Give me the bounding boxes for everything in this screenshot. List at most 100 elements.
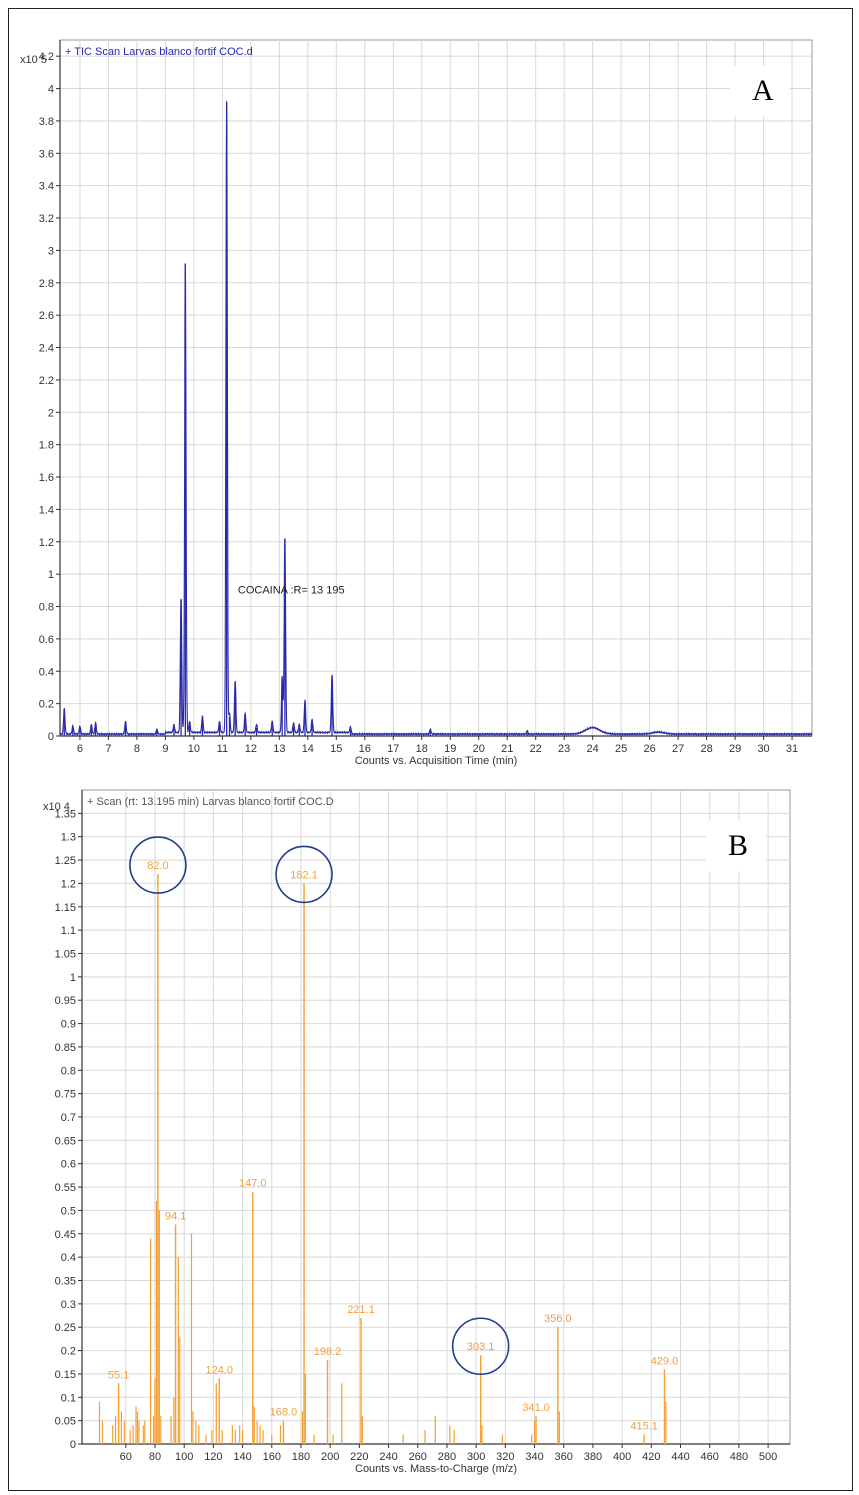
y-tick-label: 0.8 bbox=[39, 602, 54, 614]
y-multiplier: x10 4 bbox=[43, 801, 70, 813]
y-tick-label: 4 bbox=[48, 84, 54, 96]
y-tick-label: 0.35 bbox=[55, 1276, 76, 1288]
x-tick-label: 24 bbox=[587, 743, 599, 755]
peak-label: 124.0 bbox=[205, 1365, 233, 1377]
y-tick-label: 0.2 bbox=[61, 1346, 76, 1358]
y-tick-label: 1 bbox=[70, 972, 76, 984]
y-tick-label: 0.9 bbox=[61, 1019, 76, 1031]
highlight-circle bbox=[451, 1317, 510, 1376]
x-tick-label: 380 bbox=[584, 1451, 602, 1463]
y-tick-label: 0.4 bbox=[39, 666, 54, 678]
y-tick-label: 0.75 bbox=[55, 1089, 76, 1101]
x-tick-label: 7 bbox=[105, 743, 111, 755]
highlight-circle bbox=[129, 836, 187, 894]
x-tick-label: 500 bbox=[759, 1451, 777, 1463]
y-tick-label: 1.15 bbox=[55, 902, 76, 914]
y-tick-label: 3.6 bbox=[39, 148, 54, 160]
y-tick-label: 0.85 bbox=[55, 1042, 76, 1054]
x-tick-label: 30 bbox=[757, 743, 769, 755]
x-tick-label: 25 bbox=[615, 743, 627, 755]
y-tick-label: 0.5 bbox=[61, 1205, 76, 1217]
y-tick-label: 0.6 bbox=[39, 634, 54, 646]
x-tick-label: 9 bbox=[162, 743, 168, 755]
panel-letter: B bbox=[728, 829, 748, 862]
x-tick-label: 17 bbox=[387, 743, 399, 755]
x-tick-label: 28 bbox=[700, 743, 712, 755]
peak-label: 303.1 bbox=[467, 1341, 495, 1353]
y-tick-label: 0.45 bbox=[55, 1229, 76, 1241]
x-axis-title: Counts vs. Mass-to-Charge (m/z) bbox=[355, 1463, 517, 1475]
x-tick-label: 23 bbox=[558, 743, 570, 755]
peak-label: 356.0 bbox=[544, 1313, 572, 1325]
x-tick-label: 440 bbox=[671, 1451, 689, 1463]
plot-B: 60 80 100 120 140 160 180 200 220 240 260 280 300 320… bbox=[43, 789, 791, 1475]
peak-label: 415.1 bbox=[630, 1421, 658, 1433]
x-tick-label: 22 bbox=[530, 743, 542, 755]
peak-label: 147.0 bbox=[239, 1178, 267, 1190]
y-tick-label: 0.7 bbox=[61, 1112, 76, 1124]
plot-title: + Scan (rt: 13.195 min) Larvas blanco fo… bbox=[87, 796, 334, 808]
y-tick-label: 1.4 bbox=[39, 504, 54, 516]
peak-label: 341.0 bbox=[522, 1402, 550, 1414]
y-tick-label: 0.05 bbox=[55, 1416, 76, 1428]
x-tick-label: 12 bbox=[245, 743, 257, 755]
y-tick-label: 0.25 bbox=[55, 1322, 76, 1334]
y-tick-label: 1.6 bbox=[39, 472, 54, 484]
y-tick-label: 3.2 bbox=[39, 213, 54, 225]
y-tick-label: 3.8 bbox=[39, 116, 54, 128]
x-tick-label: 280 bbox=[438, 1451, 456, 1463]
peak-label: 182.1 bbox=[290, 869, 318, 881]
y-tick-label: 1.25 bbox=[55, 855, 76, 867]
peak-label: 55.1 bbox=[108, 1369, 129, 1381]
x-tick-label: 320 bbox=[496, 1451, 514, 1463]
x-tick-label: 340 bbox=[525, 1451, 543, 1463]
y-tick-label: 0.65 bbox=[55, 1135, 76, 1147]
y-tick-label: 2.4 bbox=[39, 343, 54, 355]
x-tick-label: 300 bbox=[467, 1451, 485, 1463]
x-tick-label: 400 bbox=[613, 1451, 631, 1463]
x-tick-label: 20 bbox=[473, 743, 485, 755]
x-tick-label: 160 bbox=[263, 1451, 281, 1463]
x-tick-label: 8 bbox=[134, 743, 140, 755]
x-axis-title: Counts vs. Acquisition Time (min) bbox=[355, 755, 518, 767]
plot-A: 6 7 8 9 10 11 12 13 14 15 16 17 18 19 20 21 22 23 24 25 26 27… bbox=[20, 39, 813, 767]
peak-label: 221.1 bbox=[347, 1304, 375, 1316]
x-tick-label: 18 bbox=[416, 743, 428, 755]
peak-label: 82.0 bbox=[147, 860, 168, 872]
x-tick-label: 220 bbox=[350, 1451, 368, 1463]
x-tick-label: 6 bbox=[77, 743, 83, 755]
x-tick-label: 27 bbox=[672, 743, 684, 755]
x-tick-label: 19 bbox=[444, 743, 456, 755]
panel-letter-backing bbox=[706, 821, 766, 871]
x-tick-label: 16 bbox=[359, 743, 371, 755]
y-tick-label: 1.35 bbox=[55, 808, 76, 820]
y-tick-label: 2 bbox=[48, 407, 54, 419]
y-tick-label: 1 bbox=[48, 569, 54, 581]
x-tick-label: 80 bbox=[149, 1451, 161, 1463]
y-tick-label: 0.8 bbox=[61, 1065, 76, 1077]
y-tick-label: 1.2 bbox=[39, 537, 54, 549]
x-tick-label: 480 bbox=[730, 1451, 748, 1463]
figure-frame bbox=[8, 8, 853, 1491]
y-tick-label: 0.6 bbox=[61, 1159, 76, 1171]
x-tick-label: 180 bbox=[292, 1451, 310, 1463]
y-tick-label: 2.6 bbox=[39, 310, 54, 322]
y-tick-label: 0.4 bbox=[61, 1252, 76, 1264]
y-tick-label: 1.8 bbox=[39, 440, 54, 452]
y-tick-label: 0.2 bbox=[39, 699, 54, 711]
y-tick-label: 0 bbox=[48, 731, 54, 743]
peak-label: 168.0 bbox=[270, 1407, 298, 1419]
y-multiplier: x10 5 bbox=[20, 54, 47, 66]
x-tick-label: 120 bbox=[204, 1451, 222, 1463]
plot-area bbox=[59, 39, 813, 737]
panel-letter: A bbox=[752, 74, 774, 107]
x-tick-label: 200 bbox=[321, 1451, 339, 1463]
x-tick-label: 140 bbox=[233, 1451, 251, 1463]
x-tick-label: 31 bbox=[786, 743, 798, 755]
x-tick-label: 360 bbox=[555, 1451, 573, 1463]
x-tick-label: 10 bbox=[188, 743, 200, 755]
y-tick-label: 1.2 bbox=[61, 878, 76, 890]
peak-label: 429.0 bbox=[651, 1355, 679, 1367]
y-tick-label: 2.2 bbox=[39, 375, 54, 387]
